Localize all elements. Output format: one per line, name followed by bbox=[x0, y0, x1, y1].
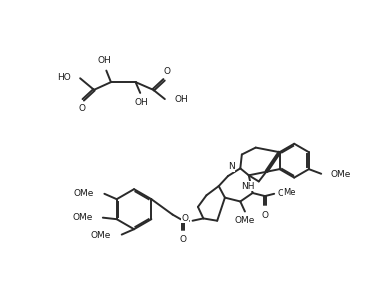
Text: O: O bbox=[180, 235, 187, 244]
Text: OMe: OMe bbox=[330, 170, 351, 179]
Text: O: O bbox=[78, 105, 85, 113]
Text: OMe: OMe bbox=[73, 188, 94, 197]
Text: OMe: OMe bbox=[235, 216, 255, 225]
Text: O: O bbox=[262, 211, 269, 220]
Text: OH: OH bbox=[135, 98, 149, 107]
Text: OH: OH bbox=[98, 56, 112, 65]
Text: OMe: OMe bbox=[91, 231, 111, 240]
Text: OMe: OMe bbox=[72, 213, 93, 222]
Text: OH: OH bbox=[174, 95, 188, 104]
Text: O: O bbox=[164, 67, 171, 76]
Text: O: O bbox=[277, 188, 284, 197]
Text: NH: NH bbox=[241, 182, 254, 190]
Text: HO: HO bbox=[57, 73, 71, 82]
Text: N: N bbox=[228, 162, 235, 171]
Text: O: O bbox=[182, 214, 189, 223]
Text: Me: Me bbox=[283, 188, 296, 197]
